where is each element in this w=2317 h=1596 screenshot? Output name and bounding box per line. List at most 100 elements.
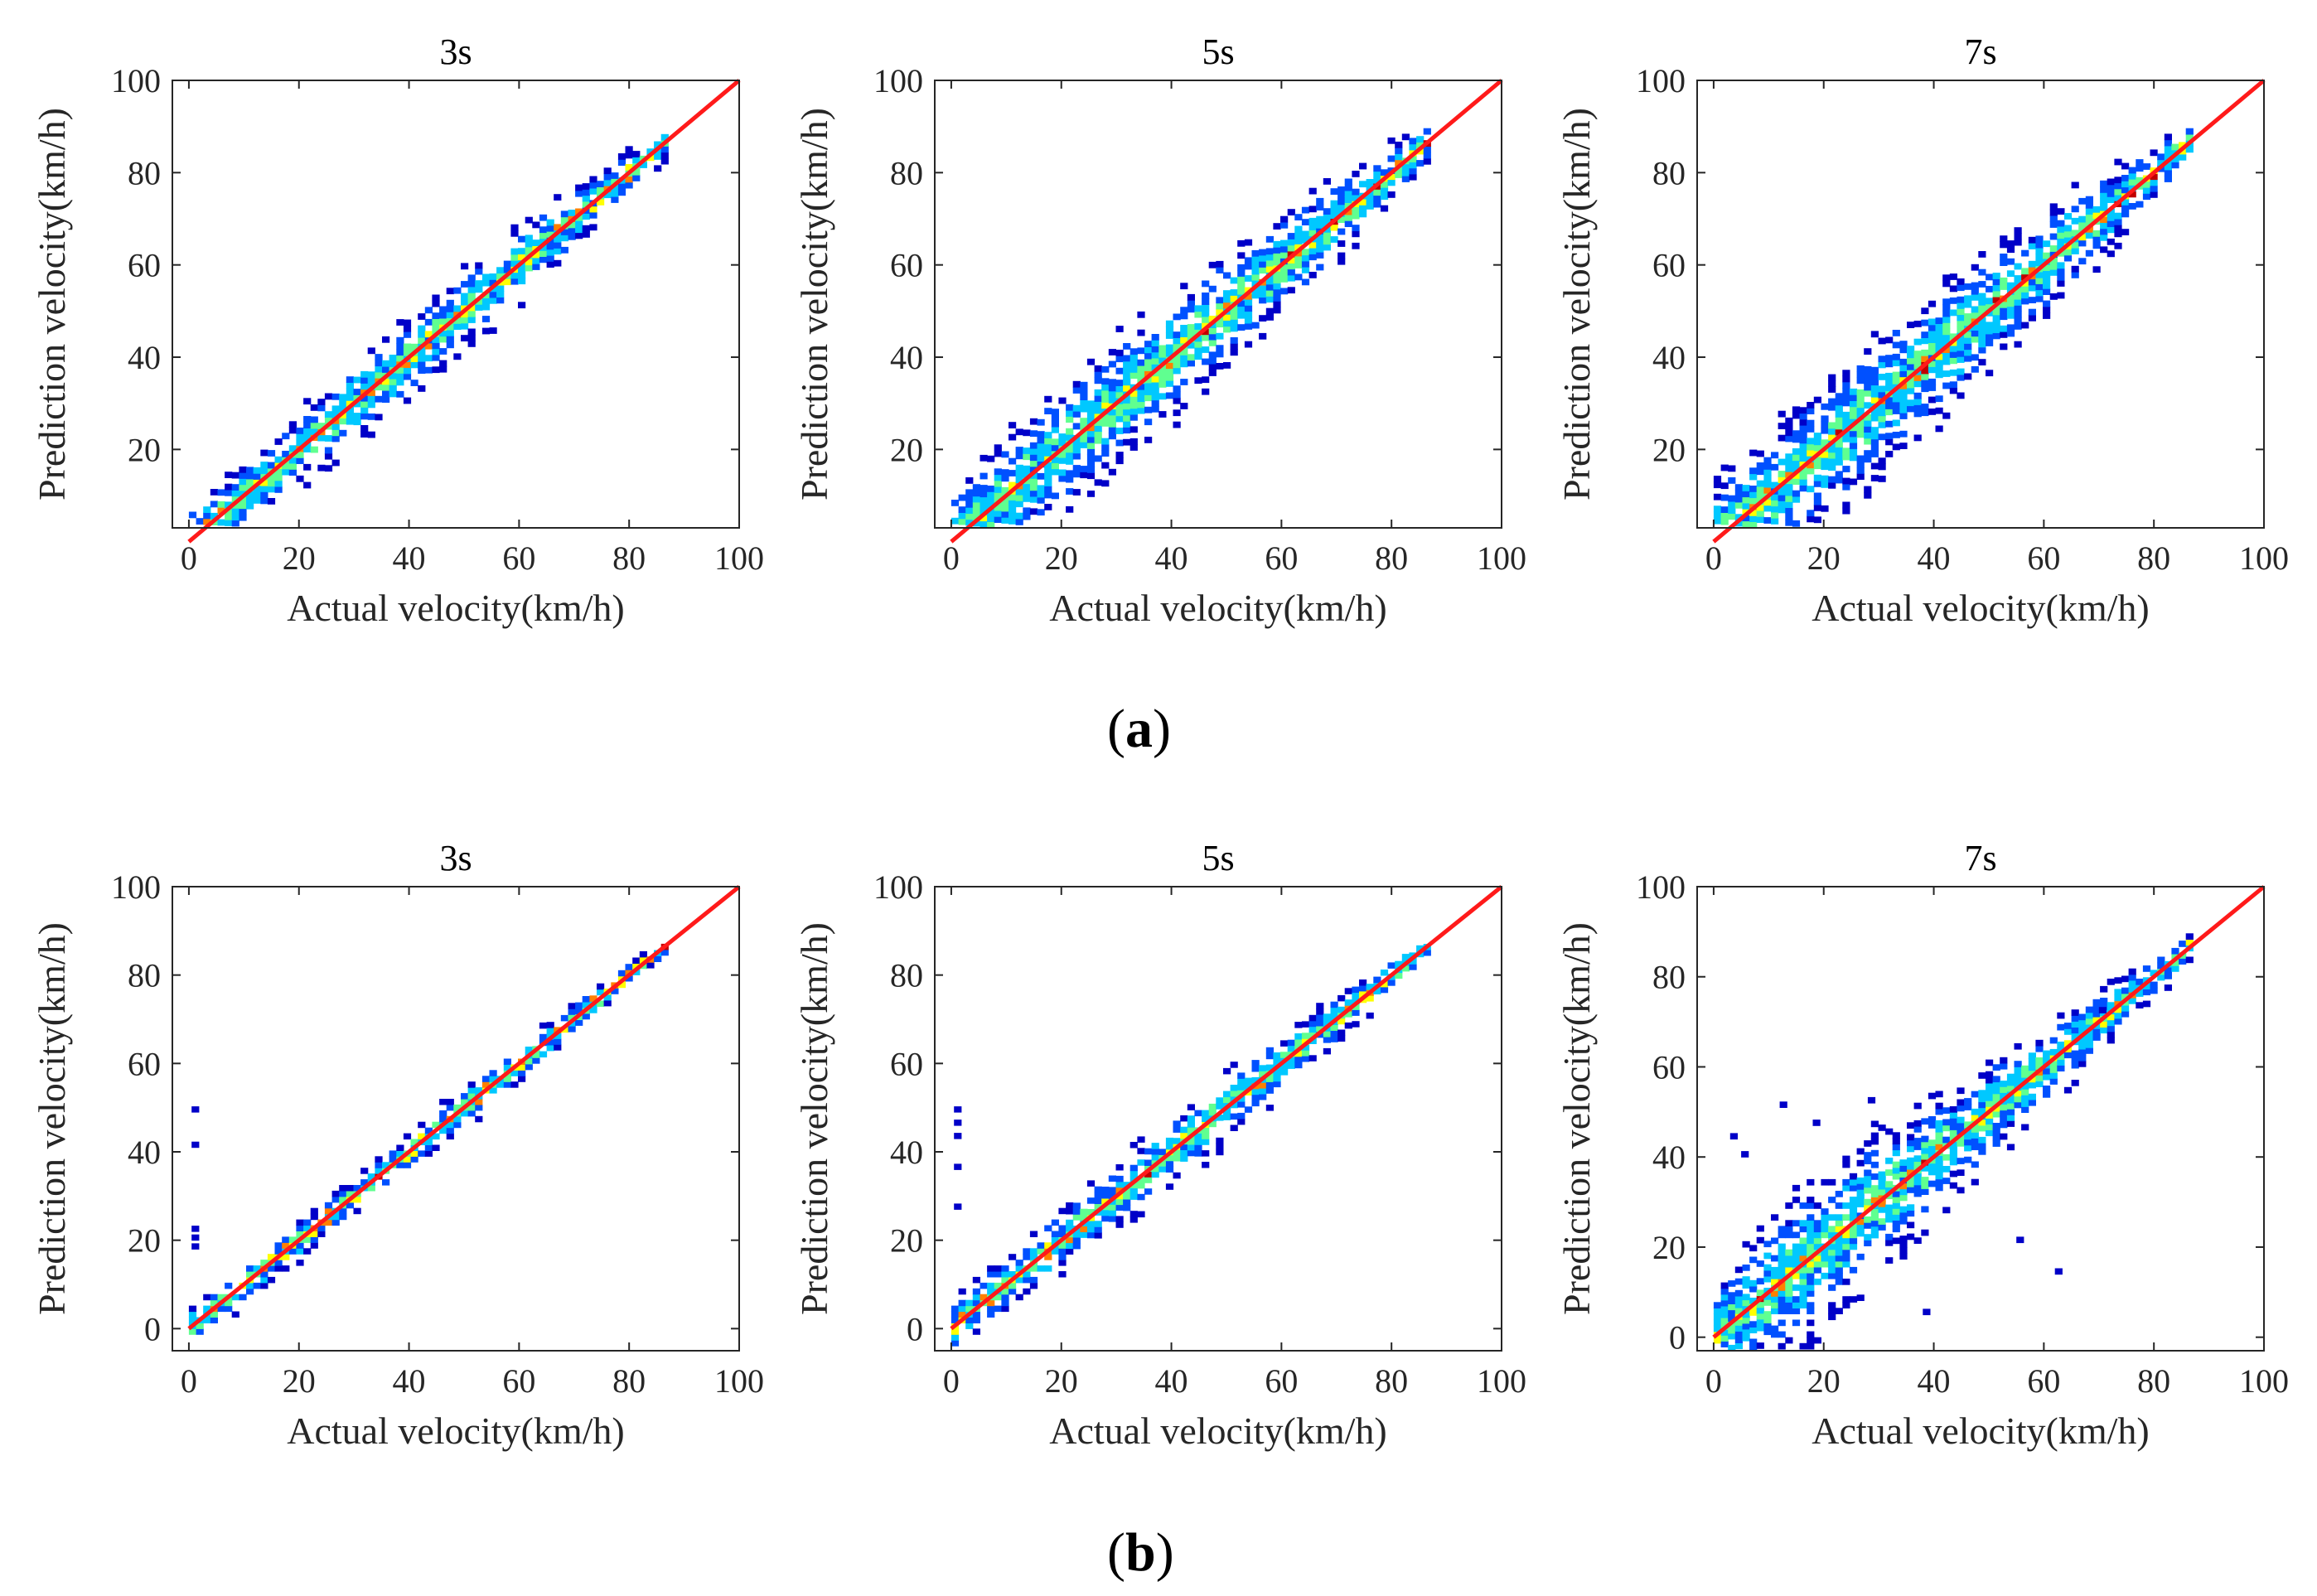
heatmap-cell	[1942, 1178, 1951, 1184]
y-tick-label: 100	[873, 868, 923, 906]
heatmap-cell	[346, 1202, 354, 1209]
heatmap-cell	[346, 1185, 354, 1192]
heatmap-cell	[994, 1305, 1002, 1313]
heatmap-cell	[546, 1028, 554, 1034]
heatmap-cell	[1885, 1216, 1894, 1223]
heatmap-cell	[1029, 1231, 1038, 1237]
heatmap-cell	[1957, 314, 1965, 322]
heatmap-cell	[1935, 329, 1943, 336]
heatmap-cell	[1720, 512, 1729, 520]
heatmap-cell	[1380, 193, 1389, 201]
heatmap-cell	[439, 365, 447, 373]
heatmap-cell	[1029, 454, 1038, 462]
heatmap-cell	[2157, 974, 2165, 981]
heatmap-cell	[1044, 443, 1052, 451]
heatmap-cell	[1259, 332, 1267, 340]
heatmap-cell	[994, 510, 1002, 517]
heatmap-cell	[231, 490, 239, 497]
heatmap-cell	[1971, 1138, 1979, 1144]
heatmap-cell	[1294, 1033, 1303, 1040]
heatmap-cell	[225, 501, 233, 509]
heatmap-cell	[1165, 374, 1174, 381]
heatmap-cell	[1086, 467, 1096, 473]
heatmap-cell	[2092, 212, 2101, 219]
heatmap-cell	[1792, 490, 1801, 497]
heatmap-cell	[1986, 333, 1994, 341]
heatmap-cell	[1337, 252, 1346, 259]
heatmap-cell	[1849, 448, 1858, 456]
heatmap-cell	[1337, 204, 1346, 211]
heatmap-cell	[1771, 1266, 1779, 1274]
heatmap-cell	[1778, 1272, 1786, 1279]
heatmap-cell	[1015, 464, 1023, 472]
heatmap-cell	[1971, 264, 1979, 271]
heatmap-cell	[1144, 437, 1153, 443]
heatmap-cell	[2049, 1061, 2058, 1067]
heatmap-cell	[2071, 265, 2079, 273]
heatmap-cell	[1907, 370, 1915, 376]
heatmap-cell	[1301, 249, 1310, 256]
heatmap-cell	[1287, 257, 1295, 264]
heatmap-cell	[1151, 1149, 1159, 1155]
heatmap-cell	[1870, 444, 1879, 452]
heatmap-outlier-cell	[1812, 1120, 1821, 1126]
heatmap-cell	[1101, 1215, 1110, 1222]
heatmap-cell	[274, 474, 283, 481]
heatmap-cell	[1942, 328, 1951, 336]
heatmap-cell	[1728, 477, 1736, 484]
heatmap-cell	[1080, 466, 1088, 472]
heatmap-cell	[1842, 1302, 1850, 1308]
heatmap-cell	[1237, 1118, 1246, 1125]
heatmap-cell	[1878, 463, 1886, 471]
heatmap-cell	[1366, 203, 1374, 210]
heatmap-cell	[1771, 505, 1779, 513]
heatmap-cell	[1763, 457, 1772, 464]
heatmap-cell	[396, 367, 404, 374]
heatmap-cell	[210, 489, 218, 496]
heatmap-cell	[461, 281, 469, 288]
heatmap-cell	[1194, 311, 1202, 318]
heatmap-cell	[980, 491, 988, 498]
heatmap-cell	[2085, 1042, 2093, 1048]
heatmap-cell	[282, 433, 290, 440]
heatmap-cell	[1835, 1266, 1843, 1274]
heatmap-cell	[403, 397, 412, 404]
heatmap-cell	[1180, 360, 1188, 368]
heatmap-cell	[1037, 1265, 1045, 1272]
heatmap-cell	[597, 989, 605, 996]
heatmap-cell	[267, 486, 276, 493]
heatmap-cell	[1978, 322, 1986, 330]
heatmap-cell	[1308, 1037, 1317, 1044]
heatmap-cell	[1799, 485, 1807, 492]
heatmap-cell	[1849, 443, 1858, 449]
heatmap-cell	[1799, 1279, 1807, 1285]
heatmap-cell	[1180, 1115, 1188, 1122]
heatmap-cell	[296, 452, 304, 458]
heatmap-cell	[2014, 341, 2022, 348]
heatmap-cell	[646, 154, 655, 162]
heatmap-cell	[1151, 1153, 1159, 1161]
heatmap-cell	[1928, 300, 1937, 307]
heatmap-cell	[1792, 448, 1801, 455]
heatmap-cell	[1316, 215, 1324, 223]
heatmap-cell	[267, 462, 276, 469]
heatmap-cell	[1409, 156, 1417, 162]
heatmap-cell	[1337, 1018, 1346, 1025]
heatmap-cell	[1158, 381, 1167, 388]
heatmap-outlier-cell	[954, 1106, 962, 1113]
heatmap-cell	[1308, 272, 1317, 278]
heatmap-cell	[1023, 472, 1031, 478]
heatmap-cell	[1151, 334, 1159, 341]
heatmap-cell	[2035, 235, 2044, 243]
heatmap-cell	[418, 355, 426, 362]
heatmap-cell	[424, 331, 433, 338]
heatmap-cell	[980, 502, 988, 510]
heatmap-cell	[1137, 1148, 1145, 1154]
heatmap-cell	[1870, 1132, 1879, 1139]
heatmap-cell	[1978, 298, 1986, 306]
heatmap-cell	[1251, 280, 1260, 287]
heatmap-cell	[2100, 998, 2108, 1004]
heatmap-cell	[446, 1121, 454, 1129]
heatmap-cell	[1173, 1172, 1181, 1179]
heatmap-cell	[239, 502, 247, 510]
